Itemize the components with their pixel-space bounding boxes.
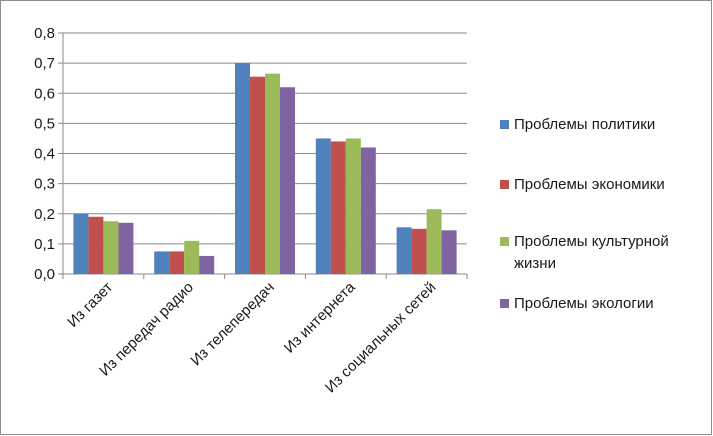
y-tick-label: 0,1 [34,236,55,253]
y-tick-label: 0,3 [34,176,55,193]
bar [169,251,185,274]
bar [345,138,361,274]
y-tick-label: 0,8 [34,25,55,42]
legend-swatch [500,180,509,189]
bar [315,138,331,274]
y-tick-label: 0,2 [34,206,55,223]
legend-swatch [500,120,509,129]
y-tick-label: 0,7 [34,55,55,72]
bar [330,141,346,274]
bar [118,222,134,274]
x-tick-label: Из телепередач [187,279,277,369]
y-tick-label: 0,0 [34,266,55,283]
bar [103,221,119,274]
bar [426,209,442,274]
y-tick-label: 0,5 [34,115,55,132]
legend-label: Проблемы политики [514,116,655,133]
legend-label: Проблемы экономики [514,176,665,193]
bar [73,213,89,274]
legend-swatch [500,299,509,308]
bar [250,76,265,275]
bar [265,73,280,274]
y-tick-label: 0,4 [34,146,55,163]
bar [411,228,427,274]
legend-label-multiline: Проблемы культурной жизни [514,233,669,272]
bar [184,240,200,274]
x-tick-label: Из интернета [281,278,359,356]
bar [154,251,170,274]
bar [88,216,104,274]
bar [235,63,250,274]
bar [360,147,376,274]
bar [199,255,215,274]
legend-label: Проблемы экологии [514,295,654,312]
legend-swatch [500,237,509,246]
y-tick-label: 0,6 [34,85,55,102]
x-tick-label: Из газет [64,279,116,331]
bar [441,230,457,274]
bar [396,227,412,274]
bar [280,87,295,274]
